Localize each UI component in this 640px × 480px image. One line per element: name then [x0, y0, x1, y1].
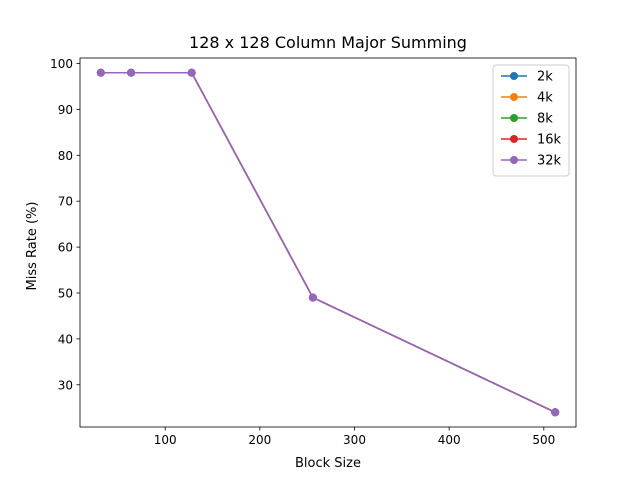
- legend-label-4k: 4k: [537, 91, 553, 106]
- x-tick-label-100: 100: [154, 433, 177, 447]
- y-tick-label-40: 40: [58, 332, 73, 346]
- x-tick-label-500: 500: [532, 433, 555, 447]
- y-tick-label-90: 90: [58, 103, 73, 117]
- y-tick-label-60: 60: [58, 241, 73, 255]
- x-tick-label-400: 400: [438, 433, 461, 447]
- x-axis-label: Block Size: [295, 456, 361, 471]
- y-tick-label-80: 80: [58, 149, 73, 163]
- series-line-4k: [100, 71, 556, 413]
- y-tick-label-50: 50: [58, 286, 73, 300]
- legend-marker-8k: [510, 114, 518, 122]
- plot-area: [96, 68, 560, 417]
- y-tick-label-70: 70: [58, 195, 73, 209]
- data-point-32k-512: [551, 408, 560, 417]
- x-tick-label-200: 200: [248, 433, 271, 447]
- legend-marker-32k: [510, 156, 518, 164]
- legend-label-16k: 16k: [537, 133, 562, 148]
- axes: 100 200 300 400 500 30 40 50 60 70 80 90 100: [50, 57, 577, 447]
- legend-marker-2k: [510, 72, 518, 80]
- y-tick-label-100: 100: [50, 57, 73, 71]
- series-line-32k: [100, 71, 556, 413]
- y-tick-label-30: 30: [58, 378, 73, 392]
- series-line-8k: [100, 71, 556, 413]
- data-point-32k-32: [96, 68, 105, 77]
- axes-frame: [79, 57, 577, 428]
- series-line-16k: [100, 71, 556, 413]
- legend-label-2k: 2k: [537, 70, 553, 85]
- data-point-32k-64: [127, 68, 136, 77]
- legend-box: [492, 64, 570, 177]
- legend-label-32k: 32k: [537, 154, 562, 169]
- legend-label-8k: 8k: [537, 112, 553, 127]
- data-point-32k-256: [308, 293, 317, 302]
- legend-marker-4k: [510, 93, 518, 101]
- legend: 2k 4k 8k 16k 32k: [492, 64, 570, 177]
- legend-marker-16k: [510, 135, 518, 143]
- chart-title: 128 x 128 Column Major Summing: [189, 33, 467, 52]
- data-point-32k-128: [187, 68, 196, 77]
- x-tick-label-300: 300: [343, 433, 366, 447]
- y-axis-label: Miss Rate (%): [25, 202, 40, 291]
- series-line-2k: [100, 71, 556, 413]
